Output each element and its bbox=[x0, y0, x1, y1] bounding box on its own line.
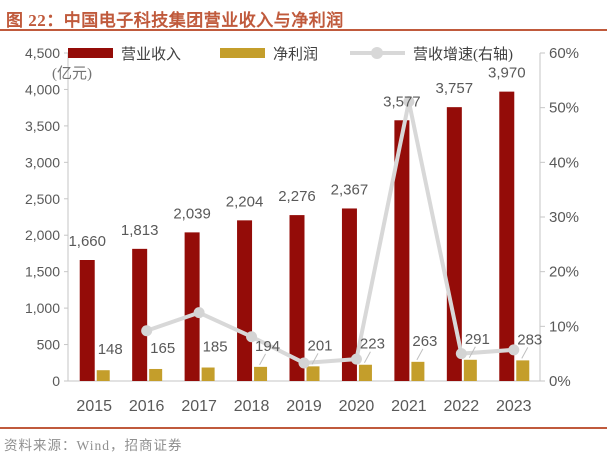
growth-line-marker bbox=[141, 325, 153, 337]
growth-line-marker bbox=[350, 353, 362, 365]
revenue-value-label: 2,276 bbox=[278, 188, 316, 205]
right-axis-tick-label: 40% bbox=[549, 154, 579, 171]
net-profit-bar bbox=[254, 366, 268, 381]
revenue-value-label: 2,204 bbox=[226, 193, 264, 210]
right-axis-tick-label: 20% bbox=[549, 264, 579, 281]
revenue-value-label: 1,813 bbox=[121, 222, 159, 239]
figure-title-bar: 图 22：中国电子科技集团营业收入与净利润 bbox=[0, 0, 607, 31]
revenue-value-label: 3,757 bbox=[436, 80, 474, 97]
revenue-bar bbox=[132, 248, 148, 381]
legend-item-net-profit: 净利润 bbox=[220, 44, 319, 63]
net-profit-bar bbox=[358, 364, 372, 381]
revenue-bar bbox=[394, 120, 410, 382]
x-axis-label: 2017 bbox=[181, 398, 217, 415]
x-axis-label: 2016 bbox=[129, 398, 165, 415]
left-axis-tick-label: 3,000 bbox=[25, 154, 60, 170]
net-profit-bar bbox=[516, 360, 530, 381]
right-axis-tick-label: 60% bbox=[549, 45, 579, 62]
left-axis-tick-label: 4,500 bbox=[25, 45, 60, 61]
chart-legend: 营业收入 净利润 营收增速(右轴) bbox=[0, 44, 607, 63]
left-axis-tick-label: 2,000 bbox=[25, 227, 60, 243]
revenue-bar bbox=[237, 220, 253, 381]
growth-line-swatch bbox=[350, 47, 405, 59]
net-profit-value-label: 223 bbox=[360, 336, 385, 353]
legend-item-growth: 营收增速(右轴) bbox=[350, 44, 513, 63]
left-axis-unit-label: (亿元) bbox=[52, 66, 92, 82]
net-profit-value-label: 165 bbox=[150, 340, 175, 357]
net-profit-value-label: 283 bbox=[517, 331, 542, 348]
label-leader-line bbox=[416, 348, 424, 361]
label-leader-line bbox=[364, 351, 371, 363]
source-note: 资料来源：Wind，招商证券 bbox=[4, 438, 183, 453]
label-leader-line bbox=[259, 353, 266, 366]
revenue-swatch bbox=[68, 48, 113, 58]
revenue-value-label: 3,970 bbox=[488, 65, 526, 82]
growth-line-marker bbox=[508, 344, 520, 356]
revenue-bar bbox=[341, 208, 357, 381]
net-profit-value-label: 291 bbox=[465, 331, 490, 348]
revenue-legend-label: 营业收入 bbox=[121, 46, 182, 63]
growth-line-marker bbox=[298, 357, 310, 369]
left-axis-tick-label: 3,500 bbox=[25, 118, 60, 134]
left-axis-tick-label: 1,000 bbox=[25, 300, 60, 316]
growth-legend-label: 营收增速(右轴) bbox=[413, 46, 513, 63]
legend-item-revenue: 营业收入 bbox=[68, 44, 182, 63]
left-axis-tick-label: 2,500 bbox=[25, 191, 60, 207]
growth-line-marker bbox=[246, 331, 258, 343]
footer-divider bbox=[0, 427, 607, 429]
net-profit-bar bbox=[201, 367, 215, 381]
revenue-bar bbox=[184, 232, 200, 381]
label-leader-line bbox=[311, 353, 319, 365]
revenue-bar bbox=[289, 215, 305, 381]
left-axis-tick-label: 0 bbox=[52, 373, 60, 389]
left-axis-tick-label: 500 bbox=[37, 337, 61, 353]
x-axis-label: 2018 bbox=[234, 398, 270, 415]
right-axis-tick-label: 50% bbox=[549, 100, 579, 117]
net-profit-bar bbox=[96, 370, 110, 381]
revenue-bar bbox=[446, 107, 462, 382]
left-axis-tick-label: 1,500 bbox=[25, 264, 60, 280]
label-leader-line bbox=[521, 347, 529, 359]
x-axis-label: 2019 bbox=[286, 398, 322, 415]
label-leader-line bbox=[468, 346, 476, 359]
figure-title: 图 22：中国电子科技集团营业收入与净利润 bbox=[6, 11, 344, 30]
net-profit-value-label: 263 bbox=[412, 333, 437, 350]
net-profit-value-label: 194 bbox=[255, 338, 280, 355]
x-axis-label: 2023 bbox=[496, 398, 532, 415]
revenue-bar bbox=[79, 260, 95, 381]
growth-line-marker bbox=[403, 96, 415, 108]
right-axis-tick-label: 10% bbox=[549, 318, 579, 335]
right-axis-tick-label: 0% bbox=[549, 373, 571, 390]
growth-line-marker bbox=[193, 307, 205, 319]
growth-line-marker bbox=[455, 348, 467, 360]
net-profit-bar bbox=[411, 361, 425, 381]
net-profit-bar bbox=[149, 368, 163, 381]
x-axis-label: 2015 bbox=[76, 398, 112, 415]
revenue-value-label: 2,039 bbox=[173, 205, 211, 222]
x-axis-label: 2022 bbox=[444, 398, 480, 415]
x-axis-label: 2020 bbox=[339, 398, 375, 415]
net-profit-bar bbox=[463, 359, 477, 381]
revenue-value-label: 3,577 bbox=[383, 93, 421, 110]
revenue-bar bbox=[499, 91, 515, 382]
left-axis-tick-label: 4,000 bbox=[25, 81, 60, 97]
net-profit-legend-label: 净利润 bbox=[273, 46, 319, 63]
net-profit-value-label: 148 bbox=[98, 341, 123, 358]
revenue-value-label: 1,660 bbox=[68, 233, 106, 250]
growth-line bbox=[144, 99, 516, 365]
net-profit-value-label: 201 bbox=[307, 337, 332, 354]
net-profit-swatch bbox=[220, 48, 265, 58]
net-profit-bar bbox=[306, 366, 320, 381]
net-profit-value-label: 185 bbox=[203, 339, 228, 356]
revenue-value-label: 2,367 bbox=[331, 181, 369, 198]
x-axis-label: 2021 bbox=[391, 398, 427, 415]
growth-marker-icon bbox=[371, 47, 383, 59]
right-axis-tick-label: 30% bbox=[549, 209, 579, 226]
